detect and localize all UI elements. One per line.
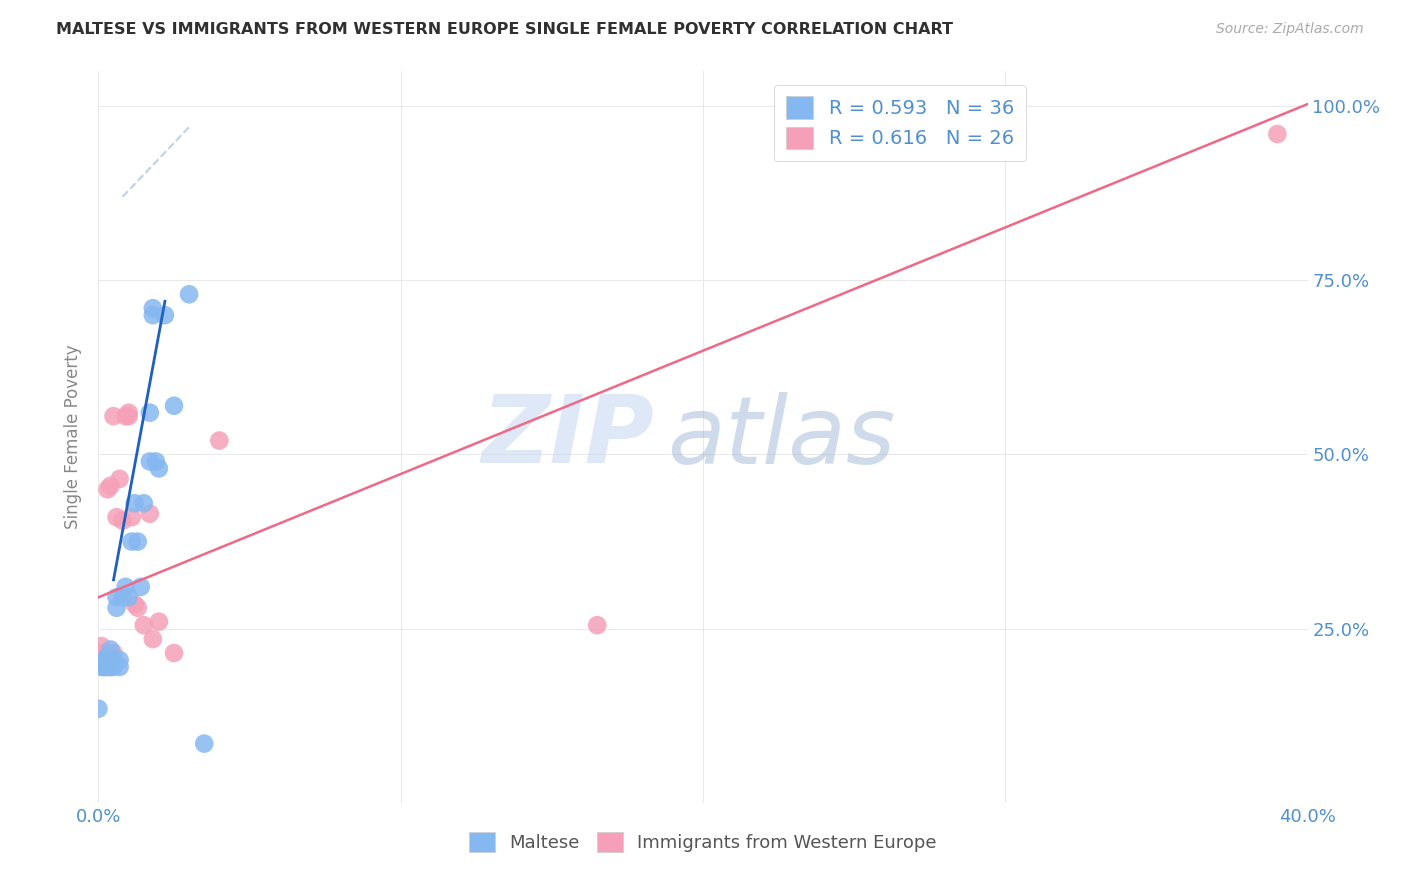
Point xyxy=(132,618,155,632)
Point xyxy=(108,653,131,667)
Point xyxy=(96,649,118,664)
Point xyxy=(127,534,149,549)
Point xyxy=(90,639,112,653)
Point xyxy=(93,653,115,667)
Point xyxy=(100,660,122,674)
Point xyxy=(121,510,143,524)
Point xyxy=(148,461,170,475)
Point xyxy=(142,308,165,322)
Point xyxy=(96,657,118,671)
Point xyxy=(90,657,112,671)
Point xyxy=(105,600,128,615)
Point xyxy=(1267,127,1289,141)
Point xyxy=(118,409,141,424)
Point xyxy=(208,434,231,448)
Point xyxy=(129,580,152,594)
Point xyxy=(114,409,136,424)
Point xyxy=(93,657,115,671)
Point xyxy=(124,496,146,510)
Point xyxy=(124,597,146,611)
Point xyxy=(118,591,141,605)
Point xyxy=(163,646,186,660)
Point xyxy=(586,618,609,632)
Point xyxy=(163,399,186,413)
Point xyxy=(132,496,155,510)
Point xyxy=(103,653,125,667)
Point xyxy=(114,580,136,594)
Point xyxy=(148,615,170,629)
Point xyxy=(193,737,215,751)
Point xyxy=(96,660,118,674)
Point xyxy=(142,301,165,316)
Point xyxy=(100,642,122,657)
Point xyxy=(139,454,162,468)
Point xyxy=(121,534,143,549)
Point xyxy=(96,483,118,497)
Point xyxy=(105,591,128,605)
Y-axis label: Single Female Poverty: Single Female Poverty xyxy=(65,345,83,529)
Point xyxy=(93,660,115,674)
Point xyxy=(145,454,167,468)
Point xyxy=(111,591,134,605)
Text: Source: ZipAtlas.com: Source: ZipAtlas.com xyxy=(1216,22,1364,37)
Text: atlas: atlas xyxy=(666,392,896,483)
Point xyxy=(90,646,112,660)
Point xyxy=(153,308,176,322)
Point xyxy=(87,702,110,716)
Point xyxy=(111,514,134,528)
Point xyxy=(103,409,125,424)
Point xyxy=(96,646,118,660)
Point xyxy=(108,472,131,486)
Point xyxy=(127,600,149,615)
Text: ZIP: ZIP xyxy=(482,391,655,483)
Point xyxy=(100,660,122,674)
Point xyxy=(103,660,125,674)
Legend: Maltese, Immigrants from Western Europe: Maltese, Immigrants from Western Europe xyxy=(463,824,943,860)
Point xyxy=(139,406,162,420)
Point xyxy=(118,406,141,420)
Point xyxy=(105,510,128,524)
Text: MALTESE VS IMMIGRANTS FROM WESTERN EUROPE SINGLE FEMALE POVERTY CORRELATION CHAR: MALTESE VS IMMIGRANTS FROM WESTERN EUROP… xyxy=(56,22,953,37)
Point xyxy=(139,507,162,521)
Point xyxy=(108,660,131,674)
Point xyxy=(142,632,165,646)
Point xyxy=(179,287,201,301)
Point xyxy=(90,660,112,674)
Point xyxy=(93,660,115,674)
Point xyxy=(96,653,118,667)
Point xyxy=(100,479,122,493)
Point xyxy=(103,646,125,660)
